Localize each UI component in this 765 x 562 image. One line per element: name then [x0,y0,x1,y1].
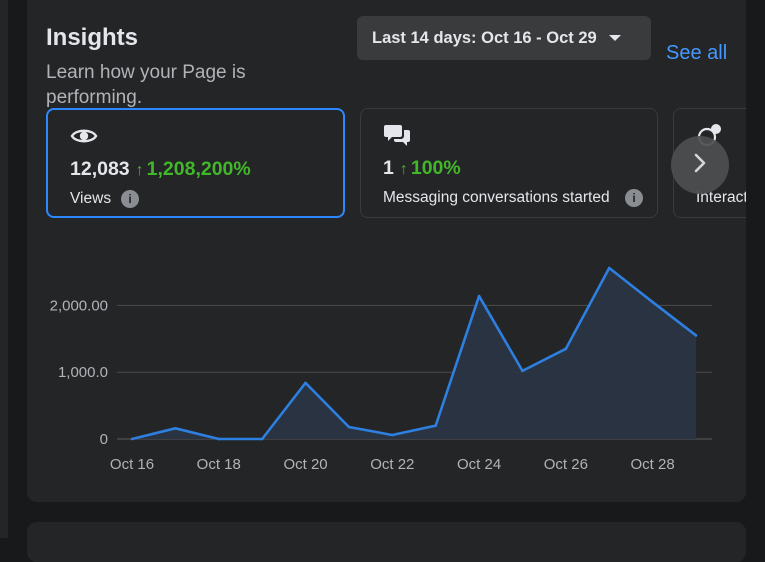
views-chart: 0 1,000.0 2,000.00 Oct 16 Oct 18 Oct 20 Oct 22… [50,266,712,473]
metric-change: ↑ 1,208,200% [136,158,251,180]
metric-change: ↑ 100% [400,157,461,179]
page-title: Insights [46,24,139,51]
x-tick-label: Oct 18 [197,456,241,473]
date-range-label: Last 14 days: Oct 16 - Oct 29 [372,28,597,47]
x-tick-label: Oct 24 [457,456,501,473]
data-point [521,369,524,373]
data-point [477,294,481,298]
data-point [391,433,394,437]
x-tick-label: Oct 16 [110,456,154,473]
metric-card-views[interactable]: 12,083 ↑ 1,208,200% Views i [46,108,345,218]
caret-down-icon [608,35,621,41]
views-line [131,266,697,441]
date-range-dropdown[interactable]: Last 14 days: Oct 16 - Oct 29 [357,16,651,60]
insights-card: Insights Learn how your Page is performi… [27,0,746,502]
y-tick-label: 2,000.00 [50,297,108,314]
metric-value: 12,083 [70,158,130,180]
scroll-right-button[interactable] [671,136,729,194]
info-icon[interactable]: i [121,190,140,208]
y-tick-label: 0 [100,431,108,448]
eye-icon [70,122,98,150]
arrow-up-icon: ↑ [399,161,408,178]
metric-value: 1 [383,157,394,179]
next-card [27,522,746,562]
metric-change-value: 1,208,200% [146,158,251,180]
data-point [564,347,568,351]
area-fill [132,267,696,439]
metric-label-row: Messaging conversations started i [383,189,643,207]
left-rail [0,0,8,538]
arrow-up-icon: ↑ [135,162,144,179]
metric-label: Views [70,190,112,207]
metric-value-row: 12,083 ↑ 1,208,200% [70,158,251,181]
page-subtitle: Learn how your Page is performing. [46,62,246,108]
x-tick-label: Oct 26 [544,456,588,473]
chat-bubbles-icon [383,121,411,149]
metric-label-row: Views i [70,190,140,208]
metric-card-messaging[interactable]: 1 ↑ 100% Messaging conversations started i [360,108,658,218]
data-point [130,437,134,441]
chevron-right-icon [690,151,710,180]
data-point [607,266,611,270]
metric-label: Interact [696,189,746,206]
metric-change-value: 100% [410,157,461,179]
metric-label: Messaging conversations started [383,189,610,206]
data-point [694,334,698,337]
x-tick-label: Oct 22 [370,456,414,473]
y-tick-label: 1,000.0 [58,364,108,381]
data-point [260,437,264,441]
metric-label-row: Interact [696,189,746,207]
data-point [217,437,221,441]
x-tick-label: Oct 20 [283,456,327,473]
data-point [347,425,351,429]
metric-value-row: 1 ↑ 100% [383,157,461,180]
data-point [434,424,437,427]
info-icon[interactable]: i [625,189,643,207]
x-tick-label: Oct 28 [631,456,675,473]
data-point [651,300,654,304]
data-point [304,381,307,385]
see-all-link[interactable]: See all [666,42,728,64]
data-point [174,427,177,430]
